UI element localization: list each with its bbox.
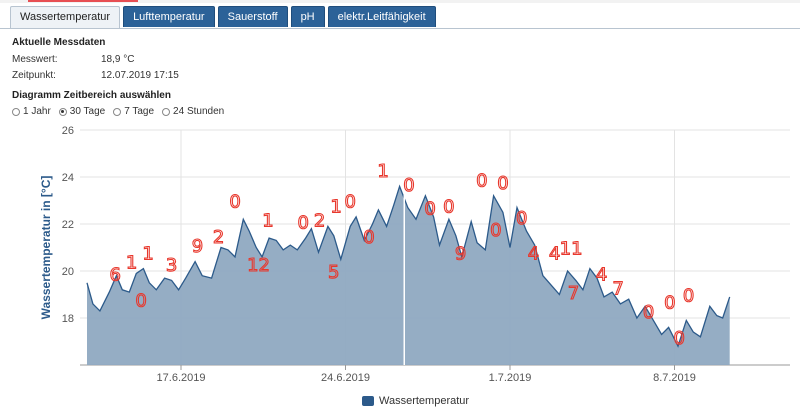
annotation-number: 12 xyxy=(247,255,270,276)
annotation-number: 2 xyxy=(213,227,224,248)
annotation-number: 1 xyxy=(142,243,153,264)
value-label: Messwert: xyxy=(12,54,58,65)
annotation-number: 0 xyxy=(443,196,454,217)
range-radio-group: 1 Jahr 30 Tage 7 Tage 24 Stunden xyxy=(12,106,224,117)
temperature-area-series xyxy=(87,186,730,365)
annotation-number: 0 xyxy=(490,220,501,241)
top-border xyxy=(0,0,800,3)
tab-sauerstoff[interactable]: Sauerstoff xyxy=(217,6,288,27)
time-text: 12.07.2019 17:15 xyxy=(101,70,179,81)
annotation-number: 6 xyxy=(109,264,120,285)
x-axis: 17.6.2019 24.6.2019 1.7.2019 8.7.2019 xyxy=(80,364,790,384)
annotation-number: 0 xyxy=(516,208,527,229)
range-title: Diagramm Zeitbereich auswählen xyxy=(12,90,171,101)
chart-legend[interactable]: Wassertemperatur xyxy=(362,395,469,407)
annotation-number: 7 xyxy=(612,279,623,300)
radio-circle[interactable] xyxy=(58,107,67,116)
annotation-number: 4 xyxy=(549,243,560,264)
tab-bar: Wassertemperatur Lufttemperatur Sauersto… xyxy=(10,6,436,28)
annotation-number: 2 xyxy=(314,210,325,231)
x-tick-label: 17.6.2019 xyxy=(157,372,206,384)
annotation-number: 0 xyxy=(297,213,308,234)
annotation-number: 0 xyxy=(363,227,374,248)
temperature-line-series xyxy=(86,184,731,348)
annotation-number: 5 xyxy=(328,262,339,283)
y-tick-label: 26 xyxy=(62,125,74,137)
y-tick-label: 18 xyxy=(62,313,74,325)
tab-ph[interactable]: pH xyxy=(290,6,325,27)
annotation-number: 1 xyxy=(330,196,341,217)
annotation-number: 9 xyxy=(455,243,466,264)
value-text: 18,9 °C xyxy=(101,54,135,65)
y-tick-label: 22 xyxy=(62,219,74,231)
tab-divider xyxy=(0,28,800,29)
radio-label: 7 Tage xyxy=(124,106,155,117)
radio-1-jahr[interactable]: 1 Jahr xyxy=(12,106,51,117)
annotation-number: 1 xyxy=(126,253,137,274)
annotation-number: 7 xyxy=(568,283,579,304)
current-data-title: Aktuelle Messdaten xyxy=(12,37,106,48)
y-tick-label: 24 xyxy=(62,172,74,184)
y-axis-title: Wassertemperatur in [°C] xyxy=(39,176,53,320)
annotation-number: 0 xyxy=(497,173,508,194)
tab-leitfaehigkeit[interactable]: elektr.Leitfähigkeit xyxy=(327,6,436,27)
annotation-number: 1 xyxy=(377,161,388,182)
legend-label: Wassertemperatur xyxy=(379,395,470,407)
annotation-number: 0 xyxy=(643,302,654,323)
annotation-number: 0 xyxy=(683,286,694,307)
annotation-number: 0 xyxy=(403,175,414,196)
radio-7-tage[interactable]: 7 Tage xyxy=(113,106,154,117)
radio-label: 24 Stunden xyxy=(173,106,225,117)
annotation-number: 11 xyxy=(560,239,583,260)
top-accent xyxy=(28,0,138,2)
annotation-number: 0 xyxy=(664,293,675,314)
annotation-number: 0 xyxy=(673,328,684,349)
annotation-number: 3 xyxy=(166,255,177,276)
radio-24-stunden[interactable]: 24 Stunden xyxy=(162,106,224,117)
radio-30-tage[interactable]: 30 Tage xyxy=(58,106,106,117)
radio-label: 30 Tage xyxy=(69,106,106,117)
annotation-number: 4 xyxy=(596,264,607,285)
x-tick-label: 1.7.2019 xyxy=(489,372,532,384)
y-axis: 18 20 22 24 26 xyxy=(62,125,74,325)
y-tick-label: 20 xyxy=(62,266,74,278)
annotation-number: 1 xyxy=(262,210,273,231)
x-tick-label: 8.7.2019 xyxy=(653,372,696,384)
annotation-number: 4 xyxy=(528,243,539,264)
annotation-number: 0 xyxy=(135,290,146,311)
radio-circle[interactable] xyxy=(12,107,20,116)
annotation-number: 0 xyxy=(229,192,240,213)
annotation-number: 0 xyxy=(424,199,435,220)
annotation-number: 0 xyxy=(344,192,355,213)
tab-wassertemperatur[interactable]: Wassertemperatur xyxy=(10,6,121,28)
annotation-number: 0 xyxy=(476,170,487,191)
radio-label: 1 Jahr xyxy=(23,106,51,117)
x-tick-label: 24.6.2019 xyxy=(321,372,370,384)
radio-circle[interactable] xyxy=(113,107,122,116)
annotation-number: 9 xyxy=(192,236,203,257)
time-label: Zeitpunkt: xyxy=(12,70,56,81)
tab-lufttemperatur[interactable]: Lufttemperatur xyxy=(123,6,215,27)
radio-circle[interactable] xyxy=(162,107,171,116)
legend-swatch xyxy=(362,396,374,406)
